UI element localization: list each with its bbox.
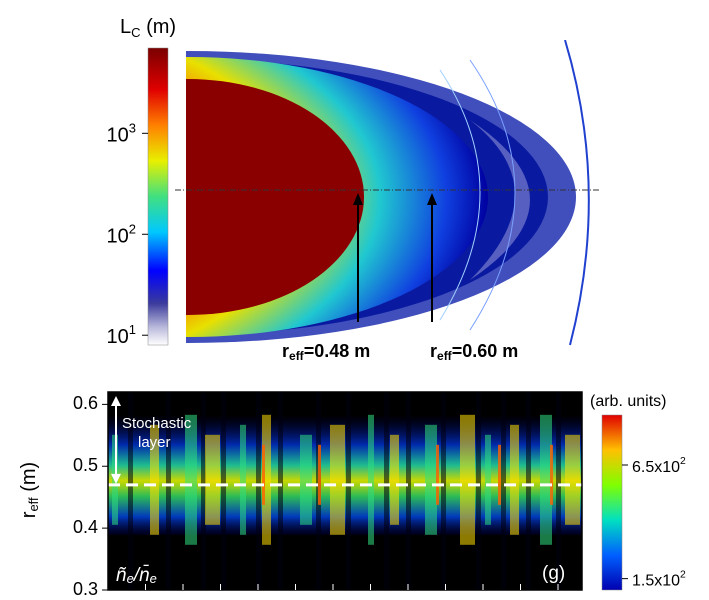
gap — [221, 392, 226, 590]
streak — [540, 414, 552, 545]
hot-streak — [498, 444, 501, 505]
arrow-head — [353, 193, 363, 205]
fluctuation-map — [108, 392, 582, 590]
annotation: reff=0.60 m — [430, 341, 518, 363]
gap — [441, 392, 446, 590]
annotation: reff=0.48 m — [282, 341, 370, 363]
gap — [556, 392, 561, 590]
arrow-head — [111, 473, 121, 484]
y-axis-label: reff (m) — [18, 462, 41, 518]
streak — [240, 424, 246, 535]
streak — [300, 434, 312, 525]
streak — [205, 434, 220, 525]
colorbar-title: (arb. units) — [590, 393, 666, 410]
plot-frame — [107, 391, 583, 591]
tick-label: 1.5x102 — [632, 569, 686, 589]
gap — [384, 392, 389, 590]
gap — [476, 392, 481, 590]
arrow-head — [427, 193, 437, 205]
streak — [425, 424, 437, 535]
tick-label: 101 — [107, 323, 136, 349]
hot-streak — [550, 444, 553, 505]
tick-label: 102 — [107, 222, 136, 248]
quantity-label: ñe/n̄e — [116, 565, 157, 586]
y-tick-label: 0.6 — [73, 393, 98, 413]
streak — [185, 414, 197, 545]
panel-label: (g) — [542, 563, 565, 584]
tick-label: 6.5x102 — [632, 456, 686, 476]
connection-length-map — [186, 40, 590, 346]
stochastic-label: layer — [138, 434, 171, 451]
hot-streak — [436, 444, 439, 505]
streak — [330, 424, 345, 535]
gap — [526, 392, 531, 590]
streak — [368, 414, 374, 545]
streak — [565, 434, 580, 525]
gap — [278, 392, 283, 590]
streak — [390, 434, 399, 525]
gap — [201, 392, 206, 590]
streak — [510, 424, 519, 535]
colorbar — [601, 414, 623, 591]
hot-streak — [318, 444, 321, 505]
colorbar — [147, 47, 169, 346]
gap — [501, 392, 506, 590]
colorbar-title: LC (m) — [120, 16, 176, 40]
arrow-head — [111, 396, 121, 406]
gap — [128, 392, 133, 590]
y-tick-label: 0.3 — [73, 579, 98, 599]
gap — [256, 392, 261, 590]
gap — [406, 392, 411, 590]
streak — [485, 434, 491, 525]
gap — [166, 392, 171, 590]
y-tick-label: 0.5 — [73, 455, 98, 475]
tick-label: 103 — [107, 121, 136, 147]
streak — [460, 414, 475, 545]
gap — [346, 392, 351, 590]
hot-streak — [262, 444, 265, 505]
stochastic-label: Stochastic — [122, 415, 192, 432]
y-tick-label: 0.4 — [73, 517, 98, 537]
streak — [150, 424, 159, 535]
streak — [262, 414, 271, 545]
